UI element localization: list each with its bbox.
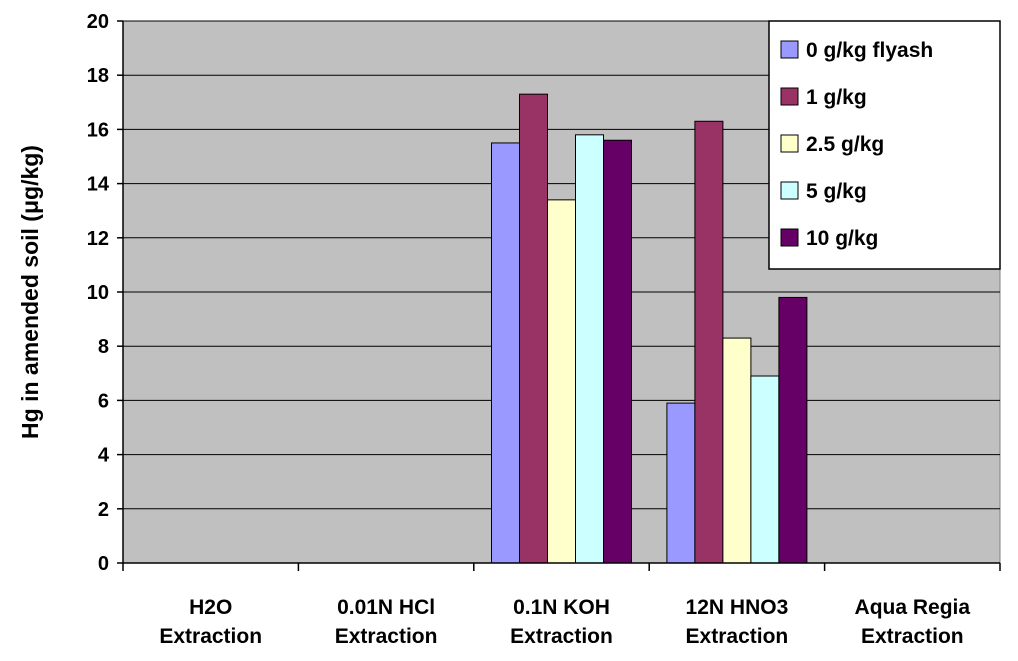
legend: 0 g/kg flyash 1 g/kg 2.5 g/kg 5 g/kg 10 g/kg xyxy=(768,20,1001,270)
legend-label: 5 g/kg xyxy=(806,180,867,203)
bar xyxy=(778,296,808,564)
x-tick-label: 0.01N HCl Extraction xyxy=(335,596,438,648)
y-axis-ticks: 0 2 4 6 8 10 12 14 16 18 20 xyxy=(87,11,123,575)
bar xyxy=(547,199,576,564)
y-tick-label: 10 xyxy=(87,282,109,304)
x-tick-label: Aqua Regia Extraction xyxy=(855,596,971,648)
y-tick-label: 20 xyxy=(87,11,109,33)
x-tick-label: 0.1N KOH Extraction xyxy=(510,596,613,648)
legend-swatch xyxy=(780,134,799,153)
legend-label: 0 g/kg flyash xyxy=(806,39,933,62)
y-tick-label: 2 xyxy=(98,499,109,521)
bar xyxy=(575,134,604,564)
legend-label: 10 g/kg xyxy=(806,227,878,250)
y-axis-label: Hg in amended soil (μg/kg) xyxy=(17,145,43,439)
y-tick-label: 12 xyxy=(87,228,109,250)
x-tick-label: 12N HNO3 Extraction xyxy=(686,596,789,648)
legend-swatch xyxy=(780,181,799,200)
legend-label: 1 g/kg xyxy=(806,86,867,109)
y-tick-label: 0 xyxy=(98,553,109,575)
y-tick-label: 8 xyxy=(98,336,109,358)
legend-box xyxy=(768,20,1001,270)
x-tick-label: H2O Extraction xyxy=(159,596,262,648)
x-axis-ticks: H2O Extraction 0.01N HCl Extraction 0.1N KOH… xyxy=(122,563,1001,648)
legend-swatch xyxy=(780,40,799,59)
bar xyxy=(722,337,752,564)
bar xyxy=(491,142,520,564)
y-tick-label: 4 xyxy=(98,445,110,467)
bar xyxy=(603,139,632,564)
axes xyxy=(122,21,1000,564)
y-tick-label: 16 xyxy=(87,119,109,141)
bar xyxy=(519,93,548,564)
legend-swatch xyxy=(780,87,799,106)
legend-label: 2.5 g/kg xyxy=(806,133,884,156)
y-tick-label: 6 xyxy=(98,390,109,412)
bars xyxy=(491,93,808,564)
y-tick-label: 14 xyxy=(87,174,110,196)
bar xyxy=(666,402,696,564)
bar xyxy=(750,375,780,564)
y-tick-label: 18 xyxy=(87,65,109,87)
bar xyxy=(694,120,724,564)
legend-swatch xyxy=(780,228,799,247)
